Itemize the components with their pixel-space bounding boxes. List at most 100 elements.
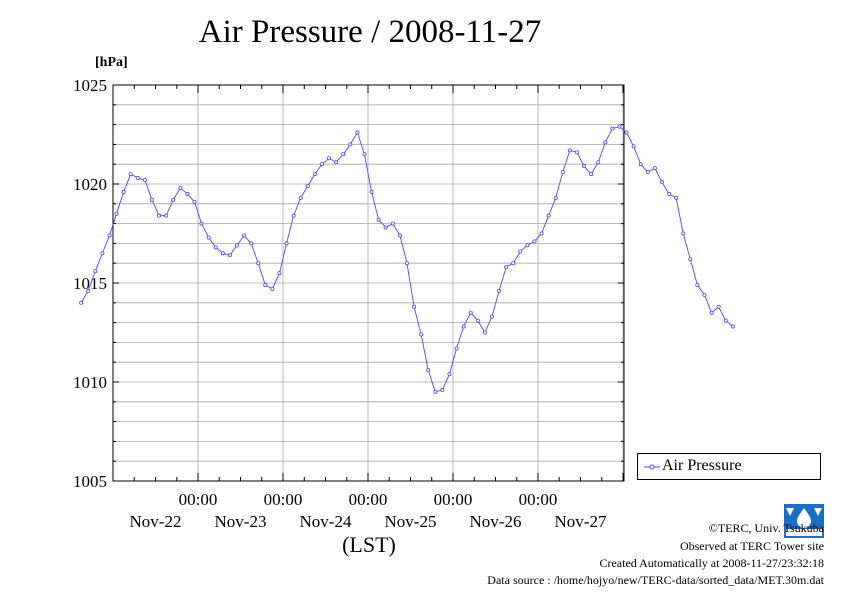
data-point [227,253,232,258]
data-point [270,286,275,291]
x-axis-label: (LST) [342,532,396,557]
x-date-label: Nov-26 [470,512,522,531]
series-line [80,126,734,393]
data-point [319,162,324,167]
x-date-label: Nov-24 [300,512,352,531]
data-point [504,265,509,270]
series-air-pressure [79,124,735,394]
data-point [723,318,728,323]
data-point [242,233,247,238]
data-point [298,195,303,200]
data-point [149,197,154,202]
data-point [525,243,530,248]
data-point [256,261,261,266]
legend-label: Air Pressure [662,457,742,474]
data-point [426,368,431,373]
data-point [454,346,459,351]
data-point [482,330,487,335]
data-point [185,191,190,196]
data-point [674,195,679,200]
data-point [355,130,360,135]
data-point [518,249,523,254]
data-point [79,300,84,305]
data-point [716,304,721,309]
data-point [369,189,374,194]
data-point [142,178,147,183]
observed-text: Observed at TERC Tower site [679,539,824,553]
created-text: Created Automatically at 2008-11-27/23:3… [599,556,824,570]
data-point [171,197,176,202]
data-point [86,288,91,293]
data-point [652,166,657,171]
x-tick-label: 00:00 [349,490,388,509]
data-point [362,152,367,157]
data-point [539,231,544,236]
data-point [100,251,105,256]
data-point [468,310,473,315]
data-point [589,172,594,177]
data-point [128,172,133,177]
grid-lines [113,85,624,481]
legend: Air Pressure [637,453,821,480]
data-point [688,257,693,262]
data-point [695,282,700,287]
data-point [305,183,310,188]
x-tick-label: 00:00 [264,490,303,509]
copyright-text: ©TERC, Univ. Tsukuba [708,521,824,535]
x-date-label: Nov-22 [130,512,182,531]
legend-swatch-icon [644,464,660,470]
data-point [334,160,339,165]
x-tick-label: 00:00 [519,490,558,509]
data-point [624,130,629,135]
data-point [461,324,466,329]
data-point [532,239,537,244]
data-point [121,189,126,194]
x-tick-label: 00:00 [434,490,473,509]
data-point [702,292,707,297]
data-point [574,150,579,155]
data-point [135,176,140,181]
data-point [560,170,565,175]
data-point [348,142,353,147]
data-point [114,211,119,216]
y-tick-label: 1005 [73,472,107,491]
data-point [617,124,622,129]
data-point [567,148,572,153]
data-point [277,271,282,276]
x-date-label: Nov-25 [385,512,437,531]
y-tick-label: 1020 [73,175,107,194]
data-point [284,241,289,246]
data-source-text: Data source : /home/hojyo/new/TERC-data/… [487,573,824,587]
data-point [659,180,664,185]
data-point [192,199,197,204]
data-point [199,221,204,226]
data-point [312,172,317,177]
data-point [164,213,169,218]
data-point [489,314,494,319]
data-point [213,245,218,250]
data-point [93,269,98,274]
data-point [341,152,346,157]
data-point [645,170,650,175]
y-tick-label: 1010 [73,373,107,392]
data-point [327,156,332,161]
data-point [107,233,112,238]
y-axis-unit-label: [hPa] [95,55,128,70]
data-point [433,389,438,394]
data-point [376,217,381,222]
data-point [631,144,636,149]
data-point [730,324,735,329]
data-point [553,195,558,200]
x-date-label: Nov-27 [555,512,607,531]
data-point [475,318,480,323]
data-point [390,221,395,226]
chart-title: Air Pressure / 2008-11-27 [198,14,542,50]
data-point [610,126,615,131]
data-point [412,304,417,309]
data-point [220,251,225,256]
data-point [440,387,445,392]
y-tick-label: 1025 [73,76,107,95]
data-point [178,185,183,190]
data-point [709,310,714,315]
